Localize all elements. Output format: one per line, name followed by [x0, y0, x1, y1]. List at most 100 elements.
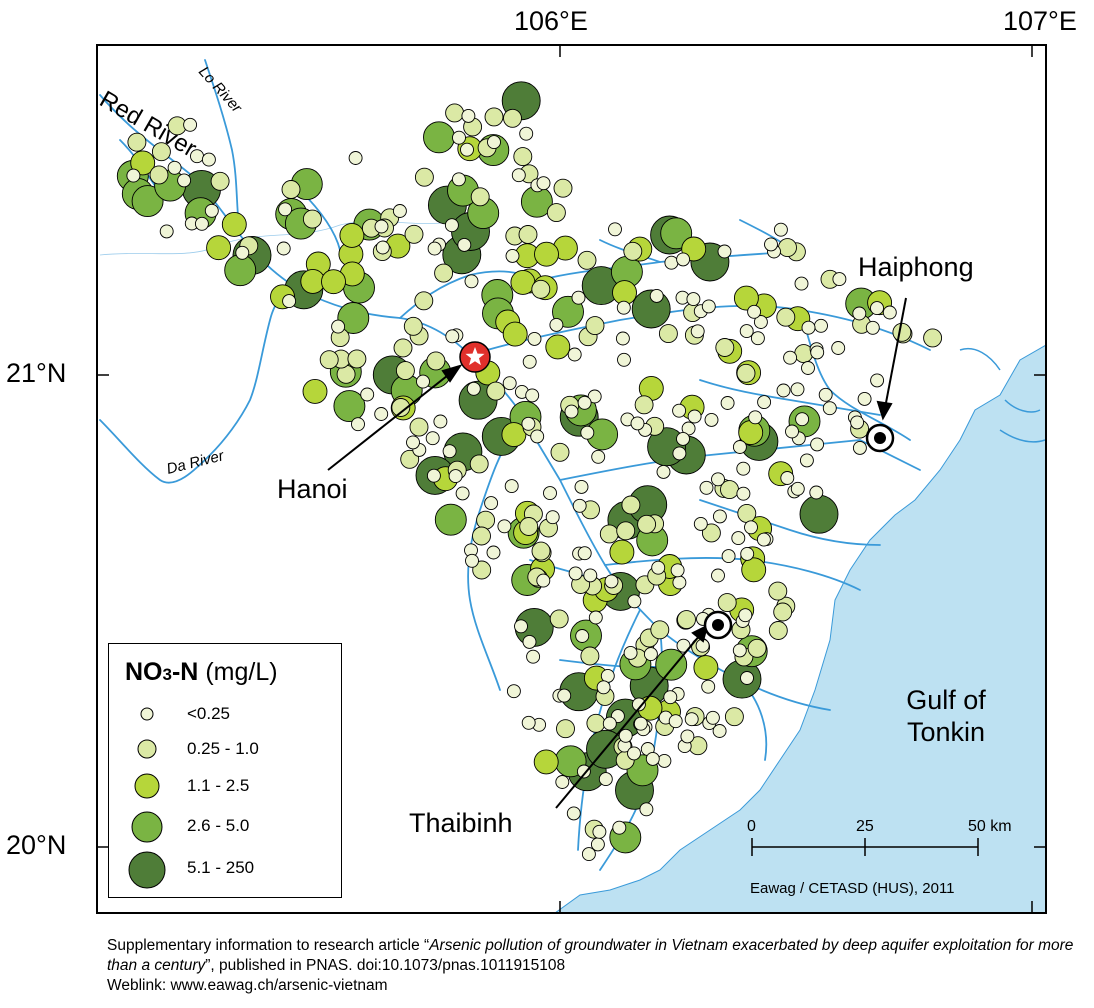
sample-point [416, 374, 430, 389]
footer-weblink[interactable]: Weblink: www.eawag.ch/arsenic-vietnam [107, 977, 388, 994]
sample-point [333, 390, 366, 423]
sample-point [444, 218, 459, 233]
sample-point [395, 361, 415, 381]
sample-point [617, 352, 631, 367]
sample-point [801, 320, 816, 335]
sample-point [923, 328, 943, 348]
sample-point [525, 388, 540, 403]
footer-article-title: Arsenic pollution of groundwater in Viet… [107, 937, 1074, 974]
sample-point [756, 532, 771, 547]
sample-point [676, 252, 691, 267]
sample-point [319, 350, 339, 370]
sample-point [427, 241, 442, 256]
sample-point [510, 269, 536, 295]
map-frame [96, 44, 1047, 914]
sample-point [302, 378, 328, 404]
legend-row: 5.1 - 250 [109, 850, 343, 890]
sample-point [814, 318, 828, 333]
sample-point [546, 203, 566, 223]
sample-point [857, 391, 872, 406]
lat-label-20: 20°N [6, 830, 67, 860]
sample-point [736, 486, 751, 501]
sample-point [870, 373, 885, 388]
sample-point [599, 524, 619, 544]
sample-point [206, 235, 232, 261]
sample-point [753, 315, 768, 329]
sample-point [167, 160, 182, 175]
sample-point [711, 472, 725, 487]
sample-point [677, 610, 696, 630]
scale-bar: 0 25 50 km [735, 818, 1035, 858]
sample-point [403, 316, 423, 336]
legend-swatch-1 [137, 739, 157, 759]
sample-point [612, 820, 627, 835]
legend-title-suffix: -N [171, 658, 199, 686]
sample-point [732, 643, 747, 658]
sample-point [519, 517, 539, 536]
sample-point [347, 349, 367, 369]
delta-outline [99, 219, 461, 256]
sample-point [623, 645, 638, 660]
sample-point [406, 435, 420, 450]
sample-point [699, 480, 714, 495]
sample-point [375, 240, 390, 255]
sample-point [790, 481, 805, 496]
sample-point [631, 697, 646, 712]
sample-point [545, 334, 571, 360]
sea-label-line2: Tonkin [906, 717, 986, 747]
sample-point [465, 553, 479, 568]
sample-points [116, 81, 943, 862]
sample-point [668, 714, 683, 729]
sample-point [705, 710, 720, 725]
sample-point [276, 241, 291, 256]
sample-point [684, 712, 699, 727]
sample-point [514, 619, 528, 634]
sample-point [204, 203, 219, 218]
sample-point [737, 503, 757, 523]
sample-point [587, 389, 602, 404]
city-label-haiphong: Haiphong [858, 252, 974, 282]
sample-point [608, 222, 622, 237]
sample-point [470, 187, 490, 207]
haiphong-marker [865, 423, 895, 453]
sample-point [536, 573, 551, 588]
sample-point [799, 453, 814, 468]
sample-point [733, 285, 759, 311]
sample-point [576, 764, 591, 779]
sample-point [720, 396, 735, 410]
sample-point [655, 648, 688, 681]
legend-row: 2.6 - 5.0 [109, 808, 343, 848]
sample-point [581, 847, 596, 862]
legend-swatch-3 [131, 811, 163, 843]
sample-point [588, 610, 603, 625]
sample-point [740, 671, 754, 685]
sample-point [511, 168, 526, 183]
sample-point [534, 241, 559, 267]
sample-point [643, 647, 658, 662]
sample-point [649, 288, 664, 303]
sample-point [451, 172, 466, 187]
sample-point [433, 414, 448, 429]
legend-label: 1.1 - 2.5 [187, 776, 250, 795]
sample-point [177, 173, 192, 188]
sample-point [596, 680, 611, 695]
sample-point [630, 416, 645, 431]
scale-bar-line [751, 838, 979, 856]
sample-point [159, 224, 174, 239]
legend-label: <0.25 [187, 704, 231, 723]
sample-point [302, 209, 322, 229]
sample-point [583, 568, 598, 583]
graticule-ticks [97, 45, 1046, 913]
lat-label-21: 21°N [6, 358, 67, 388]
sample-point [423, 121, 455, 154]
sample-point [773, 602, 793, 622]
sample-point [701, 523, 721, 543]
sample-point [663, 690, 678, 705]
sample-point [543, 486, 557, 501]
legend-title: NO3-N (mg/L) [125, 658, 278, 687]
sample-point [505, 248, 520, 263]
legend-swatch-2 [134, 773, 160, 799]
sample-point [810, 437, 825, 452]
sample-point [757, 395, 772, 410]
